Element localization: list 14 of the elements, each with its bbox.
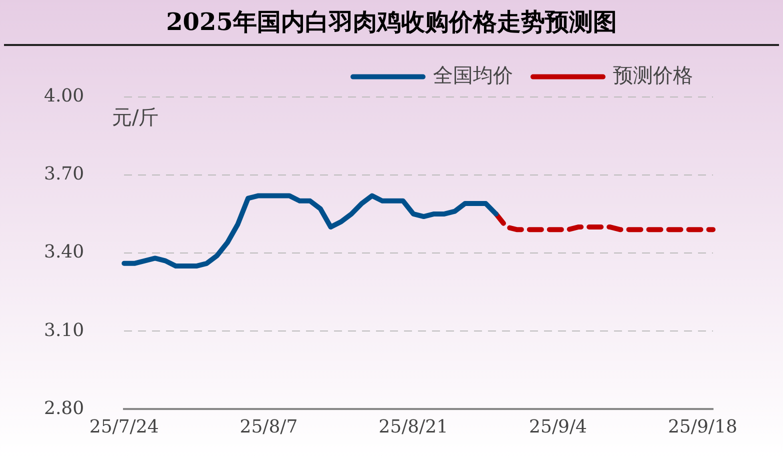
y-tick-label: 3.70 — [44, 164, 84, 185]
y-tick-label: 2.80 — [44, 398, 84, 419]
y-tick-label: 3.10 — [44, 320, 84, 341]
x-tick-label: 25/7/24 — [89, 416, 159, 438]
x-tick-label: 25/9/4 — [529, 416, 587, 438]
x-tick-label: 25/8/21 — [378, 416, 448, 438]
legend-label: 全国均价 — [433, 63, 513, 88]
y-axis-title: 元/斤 — [112, 104, 159, 131]
x-tick-label: 25/8/7 — [240, 416, 298, 438]
chart-title: 2025年国内白羽肉鸡收购价格走势预测图 — [4, 0, 779, 46]
legend-label: 预测价格 — [613, 63, 693, 88]
y-tick-label: 3.40 — [44, 242, 84, 263]
y-tick-label: 4.00 — [44, 85, 84, 106]
x-tick-label: 25/9/18 — [668, 416, 738, 438]
